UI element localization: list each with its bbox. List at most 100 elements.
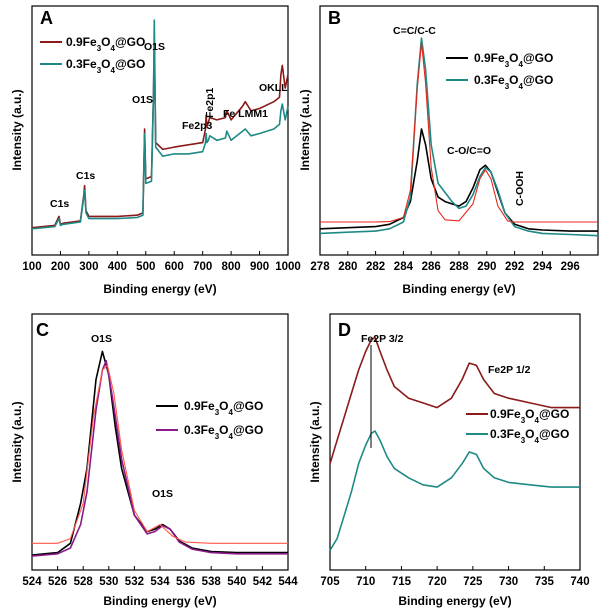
panel-letter-b: B	[328, 8, 341, 28]
series-group-d	[329, 336, 580, 551]
x-tick-label: 290	[477, 261, 496, 273]
annotation-o1s-minor: O1S	[152, 488, 173, 500]
x-tick-label: 600	[165, 261, 184, 273]
x-tick-label: 1000	[275, 261, 301, 273]
legend-label-d-0.9fe3o4-go: 0.9Fe3O4@GO	[490, 407, 569, 425]
y-axis-label-c: Intensity (a.u.)	[10, 401, 24, 482]
panel-d: D 705 710 715 720 725 730 735 740 Binding energ…	[308, 313, 590, 608]
plot-frame-a	[31, 5, 289, 256]
x-tick-label: 500	[136, 261, 155, 273]
series-group-b	[319, 37, 599, 237]
x-tick-label: 400	[108, 261, 127, 273]
legend-c: 0.9Fe3O4@GO 0.3Fe3O4@GO	[156, 399, 263, 441]
x-ticks-d: 705 710 715 720 725 730 735 740	[320, 566, 590, 588]
legend-b: 0.9Fe3O4@GO 0.3Fe3O4@GO	[446, 51, 553, 91]
x-tick-label: 278	[310, 261, 330, 273]
x-axis-label-c: Binding energy (eV)	[103, 594, 216, 608]
x-tick-label: 100	[22, 261, 41, 273]
x-tick-label: 524	[22, 576, 42, 588]
x-tick-label: 280	[338, 261, 357, 273]
x-tick-label: 705	[320, 576, 340, 588]
x-tick-label: 300	[79, 261, 98, 273]
y-axis-label-a: Intensity (a.u.)	[10, 89, 24, 170]
annotation-c1s-right: C1s	[76, 170, 95, 182]
x-tick-label: 900	[250, 261, 269, 273]
plot-frame-b	[319, 5, 599, 256]
legend-label-c-0.3fe3o4-go: 0.3Fe3O4@GO	[184, 423, 263, 441]
annotation-fe2p-3-2: Fe2P 3/2	[361, 333, 404, 345]
legend-label-c-0.9fe3o4-go: 0.9Fe3O4@GO	[184, 399, 263, 417]
legend-d: 0.9Fe3O4@GO 0.3Fe3O4@GO	[466, 407, 569, 445]
series-line-0.3fe3o4-go	[319, 37, 599, 237]
annotation-fe2p-1-2: Fe2P 1/2	[488, 364, 531, 376]
annotation-o1s-main: O1S	[91, 333, 112, 345]
x-tick-label: 526	[48, 576, 67, 588]
panel-letter-d: D	[338, 320, 351, 340]
x-tick-label: 735	[535, 576, 555, 588]
x-tick-label: 542	[253, 576, 272, 588]
x-tick-label: 730	[499, 576, 518, 588]
plot-frame-d	[329, 313, 581, 571]
x-tick-label: 720	[428, 576, 447, 588]
y-axis-label-b: Intensity (a.u.)	[298, 89, 312, 170]
series-group-c	[31, 350, 288, 557]
series-line-0.3fe3o4-go	[31, 19, 289, 230]
x-tick-label: 700	[193, 261, 212, 273]
annotation-o1s-top: O1S	[144, 41, 165, 53]
legend-a: 0.9Fe3O4@GO 0.3Fe3O4@GO	[40, 35, 145, 75]
x-tick-label: 715	[392, 576, 412, 588]
x-axis-label-a: Binding energy (eV)	[103, 282, 216, 296]
x-tick-label: 740	[570, 576, 589, 588]
legend-label-b-0.9fe3o4-go: 0.9Fe3O4@GO	[474, 51, 553, 69]
series-line-fit-2	[32, 364, 288, 544]
x-tick-label: 528	[74, 576, 94, 588]
legend-label-b-0.3fe3o4-go: 0.3Fe3O4@GO	[474, 73, 553, 91]
annotation-cooh: C-OOH	[514, 171, 526, 206]
x-tick-label: 286	[422, 261, 441, 273]
series-group-a	[31, 19, 289, 230]
panel-letter-a: A	[40, 8, 53, 28]
x-tick-label: 288	[449, 261, 469, 273]
annotation-fe-lmm1: Fe LMM1	[223, 108, 268, 120]
x-tick-label: 294	[533, 261, 553, 273]
panel-c: C 524 526 528 530 532 534 536 538 540 542 544 Bind…	[10, 313, 298, 608]
x-tick-label: 292	[505, 261, 524, 273]
annotation-fe2p3: Fe2p3	[182, 120, 213, 132]
x-tick-label: 296	[561, 261, 580, 273]
y-axis-label-d: Intensity (a.u.)	[308, 401, 322, 482]
x-ticks-a: 100 200 300 400 500 600 700 800 900 1000	[22, 251, 301, 273]
plot-frame-c	[31, 313, 289, 571]
legend-label-0.3fe3o4-go: 0.3Fe3O4@GO	[66, 57, 145, 75]
legend-label-0.9fe3o4-go: 0.9Fe3O4@GO	[66, 35, 145, 53]
x-tick-label: 800	[222, 261, 241, 273]
annotation-okll: OKLL	[259, 82, 288, 94]
x-tick-label: 530	[99, 576, 118, 588]
series-line-0.3fe3o4-go	[31, 360, 288, 557]
x-tick-label: 534	[150, 576, 170, 588]
annotation-fe2p1: Fe2p1	[204, 87, 216, 118]
annotation-c1s-left: C1s	[50, 198, 69, 210]
annotation-cc: C=C/C-C	[393, 25, 436, 37]
x-tick-label: 725	[463, 576, 483, 588]
x-tick-label: 544	[278, 576, 298, 588]
x-tick-label: 200	[51, 261, 70, 273]
panel-a: A 100 200 300 400 500 600 700 800 900 1000 Bindin…	[10, 5, 301, 296]
x-axis-label-b: Binding energy (eV)	[402, 282, 515, 296]
x-tick-label: 282	[366, 261, 385, 273]
x-tick-label: 532	[125, 576, 144, 588]
annotation-o1s-left: O1S	[132, 94, 153, 106]
annotation-co: C-O/C=O	[447, 145, 491, 157]
series-line-fit-2	[320, 42, 598, 223]
x-ticks-b: 278 280 282 284 286 288 290 292 294 296	[310, 251, 580, 273]
x-tick-label: 536	[176, 576, 195, 588]
series-line-0.9fe3o4-go	[329, 336, 580, 464]
x-tick-label: 540	[227, 576, 246, 588]
series-line-0.9fe3o4-go	[31, 41, 289, 229]
legend-label-d-0.3fe3o4-go: 0.3Fe3O4@GO	[490, 427, 569, 445]
series-line-0.3fe3o4-go	[329, 430, 580, 551]
x-tick-label: 284	[394, 261, 414, 273]
panel-b: B 278 280 282 284 286 288 290 292 294 296 Binding…	[298, 5, 599, 296]
x-tick-label: 538	[202, 576, 222, 588]
panel-letter-c: C	[36, 320, 49, 340]
